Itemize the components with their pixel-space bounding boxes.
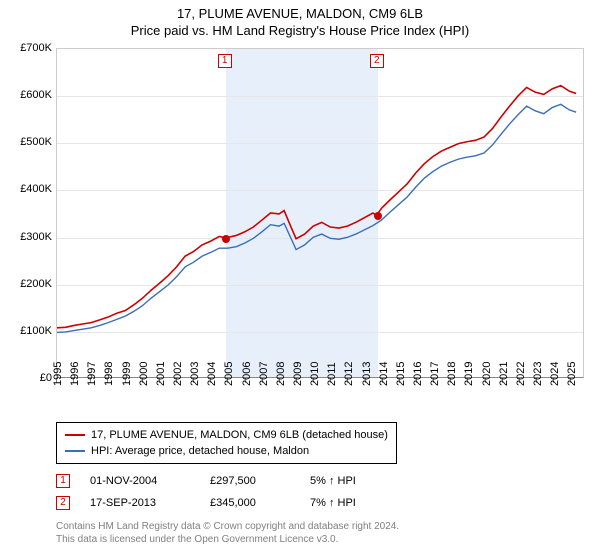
- y-axis-label: £500K: [8, 136, 52, 148]
- sale-marker-box: 1: [218, 54, 232, 68]
- sale-dot: [374, 212, 382, 220]
- legend-label-property: 17, PLUME AVENUE, MALDON, CM9 6LB (detac…: [91, 429, 388, 441]
- chart-lines: [57, 49, 583, 377]
- chart-title-subtitle: Price paid vs. HM Land Registry's House …: [8, 23, 592, 38]
- y-axis-label: £400K: [8, 183, 52, 195]
- y-axis-label: £0: [8, 372, 52, 384]
- chart-title-address: 17, PLUME AVENUE, MALDON, CM9 6LB: [8, 6, 592, 21]
- series-property-line: [57, 86, 576, 328]
- chart-container: 17, PLUME AVENUE, MALDON, CM9 6LB Price …: [0, 0, 600, 560]
- y-axis-label: £100K: [8, 325, 52, 337]
- sale-note-2: 7% ↑ HPI: [310, 497, 356, 509]
- series-hpi-line: [57, 104, 576, 332]
- y-axis-label: £600K: [8, 89, 52, 101]
- sale-row-2: 2 17-SEP-2013 £345,000 7% ↑ HPI: [56, 492, 592, 514]
- sale-dot: [222, 235, 230, 243]
- legend-swatch-hpi: [65, 450, 85, 452]
- sale-row-1: 1 01-NOV-2004 £297,500 5% ↑ HPI: [56, 470, 592, 492]
- legend-swatch-property: [65, 434, 85, 436]
- legend-row-property: 17, PLUME AVENUE, MALDON, CM9 6LB (detac…: [65, 427, 388, 443]
- sale-marker-1: 1: [56, 474, 70, 488]
- y-axis-label: £200K: [8, 278, 52, 290]
- title-block: 17, PLUME AVENUE, MALDON, CM9 6LB Price …: [8, 6, 592, 38]
- sale-marker-box: 2: [370, 54, 384, 68]
- sale-price-2: £345,000: [210, 497, 290, 509]
- chart-area: £0£100K£200K£300K£400K£500K£600K£700K199…: [8, 42, 592, 418]
- sale-price-1: £297,500: [210, 475, 290, 487]
- sale-marker-2: 2: [56, 496, 70, 510]
- sale-date-1: 01-NOV-2004: [90, 475, 190, 487]
- legend: 17, PLUME AVENUE, MALDON, CM9 6LB (detac…: [56, 422, 397, 464]
- footer-attribution: Contains HM Land Registry data © Crown c…: [56, 520, 592, 546]
- y-axis-label: £300K: [8, 231, 52, 243]
- plot-region: [56, 48, 584, 378]
- sale-date-2: 17-SEP-2013: [90, 497, 190, 509]
- sale-note-1: 5% ↑ HPI: [310, 475, 356, 487]
- y-axis-label: £700K: [8, 42, 52, 54]
- legend-row-hpi: HPI: Average price, detached house, Mald…: [65, 443, 388, 459]
- sales-block: 1 01-NOV-2004 £297,500 5% ↑ HPI 2 17-SEP…: [56, 470, 592, 514]
- footer-line-2: This data is licensed under the Open Gov…: [56, 533, 592, 546]
- legend-label-hpi: HPI: Average price, detached house, Mald…: [91, 445, 309, 457]
- footer-line-1: Contains HM Land Registry data © Crown c…: [56, 520, 592, 533]
